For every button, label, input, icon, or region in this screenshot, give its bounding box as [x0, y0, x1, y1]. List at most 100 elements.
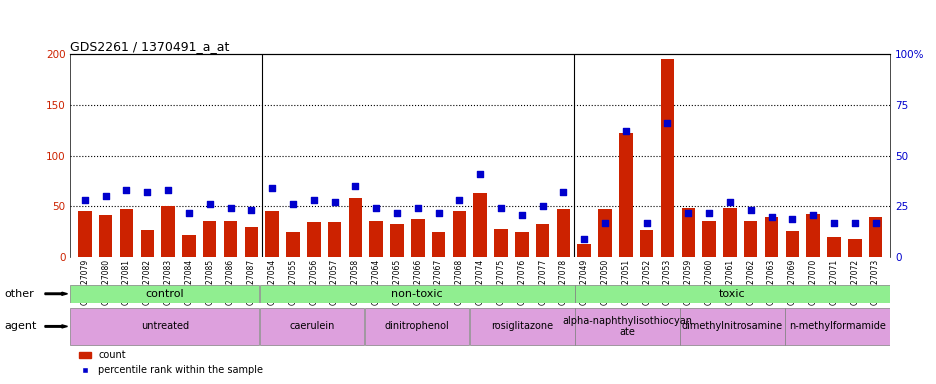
Point — [763, 214, 778, 220]
Bar — [598, 209, 611, 257]
Bar — [680, 209, 695, 257]
Bar — [743, 221, 756, 257]
Bar — [431, 232, 445, 257]
Text: toxic: toxic — [719, 289, 745, 299]
Point — [659, 120, 674, 126]
Text: non-toxic: non-toxic — [391, 289, 443, 299]
Text: other: other — [5, 289, 35, 299]
Point — [410, 205, 425, 212]
Bar — [515, 232, 528, 257]
Point — [472, 171, 487, 177]
Point — [347, 183, 362, 189]
Bar — [285, 232, 300, 257]
FancyBboxPatch shape — [470, 308, 574, 345]
Point — [701, 209, 716, 215]
Bar — [535, 224, 548, 257]
Point — [534, 204, 549, 210]
Bar — [348, 198, 361, 257]
Point — [784, 215, 799, 222]
Bar — [120, 209, 133, 257]
Bar — [764, 217, 778, 257]
Bar — [369, 221, 383, 257]
Bar — [328, 222, 341, 257]
Bar — [161, 207, 175, 257]
Bar — [182, 235, 196, 257]
FancyBboxPatch shape — [575, 285, 889, 303]
Point — [555, 189, 570, 195]
FancyBboxPatch shape — [364, 308, 469, 345]
Point — [680, 209, 695, 215]
Point — [638, 220, 653, 226]
Text: caerulein: caerulein — [289, 321, 334, 331]
Point — [577, 236, 592, 242]
FancyBboxPatch shape — [575, 308, 679, 345]
Point — [805, 212, 820, 218]
Point — [368, 205, 383, 212]
Point — [514, 212, 529, 218]
Bar — [411, 218, 424, 257]
Bar — [826, 237, 840, 257]
Bar — [556, 209, 570, 257]
Point — [223, 205, 238, 212]
Point — [202, 201, 217, 207]
Point — [451, 197, 466, 204]
Point — [597, 220, 612, 226]
Point — [493, 205, 508, 212]
Text: dinitrophenol: dinitrophenol — [385, 321, 449, 331]
Bar — [806, 214, 819, 257]
Bar — [702, 221, 715, 257]
Point — [264, 185, 279, 191]
Point — [98, 193, 113, 199]
Bar — [78, 212, 92, 257]
Text: GDS2261 / 1370491_a_at: GDS2261 / 1370491_a_at — [70, 40, 229, 53]
Point — [78, 197, 93, 204]
Bar — [452, 212, 466, 257]
Point — [160, 187, 175, 193]
Text: dimethylnitrosamine: dimethylnitrosamine — [681, 321, 782, 331]
Point — [327, 199, 342, 205]
FancyBboxPatch shape — [70, 308, 259, 345]
Point — [826, 220, 841, 226]
Point — [389, 209, 404, 215]
Point — [139, 189, 154, 195]
Bar — [203, 221, 216, 257]
FancyBboxPatch shape — [70, 285, 259, 303]
Bar — [723, 209, 736, 257]
Bar — [868, 217, 882, 257]
Text: untreated: untreated — [140, 321, 189, 331]
Bar — [473, 193, 487, 257]
Point — [243, 207, 258, 214]
Bar — [389, 224, 403, 257]
Bar — [224, 221, 237, 257]
FancyBboxPatch shape — [784, 308, 889, 345]
FancyBboxPatch shape — [680, 308, 784, 345]
Point — [742, 207, 757, 214]
Point — [618, 128, 633, 134]
Point — [306, 197, 321, 204]
Bar — [140, 230, 154, 257]
Point — [285, 201, 300, 207]
Bar — [619, 133, 632, 257]
Bar — [577, 244, 591, 257]
Point — [119, 187, 134, 193]
Bar — [493, 229, 507, 257]
Bar — [307, 222, 320, 257]
Text: n-methylformamide: n-methylformamide — [788, 321, 885, 331]
Point — [431, 209, 446, 215]
Bar — [660, 59, 674, 257]
Bar — [99, 215, 112, 257]
Bar — [639, 230, 652, 257]
Text: control: control — [145, 289, 184, 299]
FancyBboxPatch shape — [259, 285, 574, 303]
Text: rosiglitazone: rosiglitazone — [490, 321, 553, 331]
Bar — [265, 212, 279, 257]
FancyBboxPatch shape — [259, 308, 364, 345]
Point — [182, 209, 197, 215]
Text: agent: agent — [5, 321, 37, 331]
Point — [867, 220, 882, 226]
Legend: count, percentile rank within the sample: count, percentile rank within the sample — [75, 346, 267, 379]
Text: alpha-naphthylisothiocyan
ate: alpha-naphthylisothiocyan ate — [562, 316, 692, 337]
Bar — [244, 227, 257, 257]
Point — [722, 199, 737, 205]
Bar — [847, 239, 860, 257]
